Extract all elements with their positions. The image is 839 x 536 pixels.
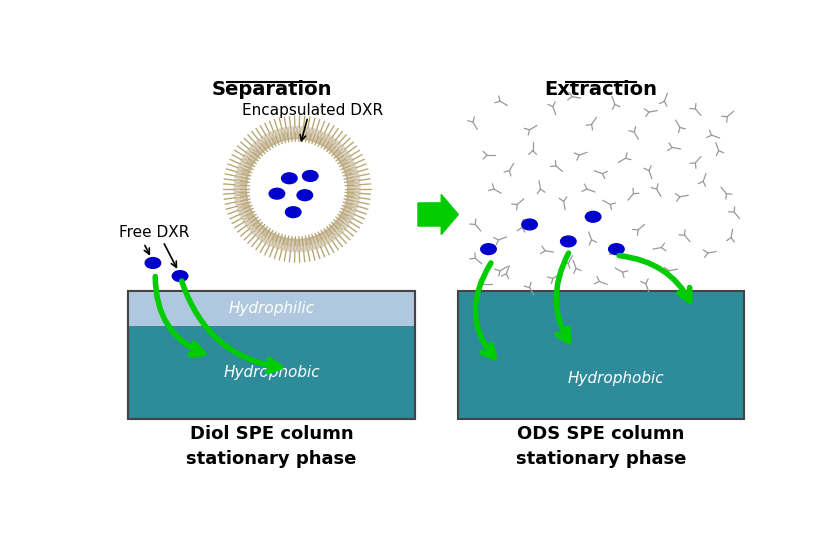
Ellipse shape bbox=[282, 173, 297, 184]
Bar bbox=[128, 292, 414, 419]
Bar bbox=[128, 292, 414, 419]
Circle shape bbox=[233, 126, 361, 252]
Bar bbox=[128, 292, 414, 326]
Ellipse shape bbox=[145, 258, 161, 269]
Text: Hydrophobic: Hydrophobic bbox=[223, 365, 320, 380]
Bar bbox=[457, 292, 744, 419]
Text: Separation: Separation bbox=[211, 80, 331, 99]
Text: Encapsulated DXR: Encapsulated DXR bbox=[242, 103, 383, 118]
FancyArrow shape bbox=[418, 195, 458, 234]
Ellipse shape bbox=[297, 190, 313, 200]
Ellipse shape bbox=[481, 244, 496, 255]
Ellipse shape bbox=[608, 244, 624, 255]
Text: ODS SPE column
stationary phase: ODS SPE column stationary phase bbox=[516, 425, 686, 468]
Ellipse shape bbox=[522, 219, 537, 230]
Ellipse shape bbox=[285, 207, 301, 218]
Circle shape bbox=[246, 138, 348, 240]
Text: Free DXR: Free DXR bbox=[119, 225, 190, 240]
Circle shape bbox=[246, 138, 348, 240]
Ellipse shape bbox=[269, 188, 284, 199]
Ellipse shape bbox=[586, 211, 601, 222]
Text: Diol SPE column
stationary phase: Diol SPE column stationary phase bbox=[186, 425, 357, 468]
Ellipse shape bbox=[303, 170, 318, 181]
Text: Hydrophobic: Hydrophobic bbox=[568, 370, 664, 385]
Ellipse shape bbox=[560, 236, 576, 247]
Text: Hydrophilic: Hydrophilic bbox=[228, 301, 315, 316]
Text: Extraction: Extraction bbox=[545, 80, 658, 99]
Ellipse shape bbox=[172, 271, 188, 281]
